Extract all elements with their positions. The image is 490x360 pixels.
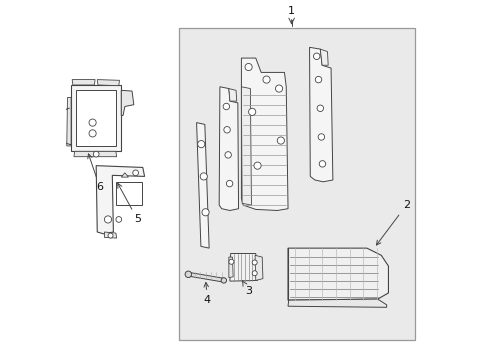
Circle shape [314,53,320,59]
Circle shape [252,260,257,265]
Text: 4: 4 [204,283,211,305]
Polygon shape [122,90,134,116]
Circle shape [202,209,209,216]
Polygon shape [310,47,333,182]
Circle shape [197,140,205,148]
Circle shape [108,233,113,238]
Circle shape [116,217,122,222]
Circle shape [89,119,96,126]
Circle shape [89,130,96,137]
Polygon shape [255,255,263,280]
Polygon shape [288,299,387,307]
Polygon shape [242,58,288,211]
Text: 1: 1 [288,6,295,17]
Polygon shape [229,257,233,278]
Circle shape [104,216,112,223]
Polygon shape [230,253,258,281]
Polygon shape [242,87,251,205]
Polygon shape [288,248,389,300]
Polygon shape [122,173,128,177]
Circle shape [315,76,322,83]
Circle shape [254,162,261,169]
Circle shape [224,127,230,133]
Polygon shape [72,80,95,85]
Circle shape [200,173,207,180]
Polygon shape [188,272,224,282]
Bar [179,28,416,339]
Circle shape [229,259,234,264]
Polygon shape [74,151,117,157]
Text: 5: 5 [118,183,141,224]
Text: 3: 3 [243,281,252,296]
Circle shape [317,105,323,112]
Circle shape [263,76,270,83]
Text: 6: 6 [88,154,103,192]
Circle shape [226,180,233,187]
Circle shape [223,103,230,110]
Ellipse shape [185,271,192,278]
Polygon shape [97,80,120,86]
Circle shape [93,151,99,157]
Circle shape [225,152,231,158]
Bar [116,182,142,205]
Bar [71,85,122,151]
Polygon shape [67,98,71,146]
Text: 2: 2 [376,200,410,245]
Circle shape [319,161,326,167]
Polygon shape [96,166,145,234]
Circle shape [248,108,256,116]
Polygon shape [219,87,239,211]
Circle shape [318,134,324,140]
Bar [76,90,116,146]
Circle shape [275,85,283,92]
Polygon shape [104,232,117,238]
Circle shape [252,271,257,276]
Circle shape [245,63,252,71]
Ellipse shape [221,278,226,283]
Polygon shape [320,49,328,65]
Circle shape [277,137,285,144]
Polygon shape [196,123,209,248]
Polygon shape [229,89,237,101]
Circle shape [133,170,139,176]
